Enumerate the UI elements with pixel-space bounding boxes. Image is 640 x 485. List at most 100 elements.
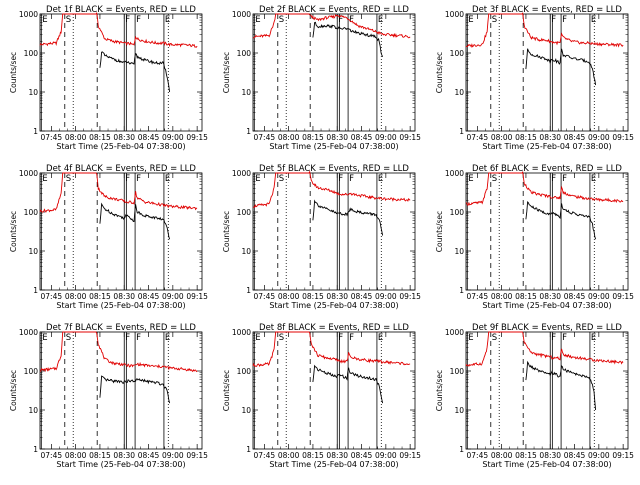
plot-frame: [39, 331, 203, 450]
x-tick-label: 08:00: [65, 133, 87, 142]
panel-title: Det 2f BLACK = Events, RED = LLD: [259, 5, 409, 15]
panel-title: Det 1f BLACK = Events, RED = LLD: [46, 5, 196, 15]
y-tick-label: 1000: [445, 328, 464, 337]
x-tick-label: 07:45: [467, 292, 489, 301]
x-axis-label: Start Time (25-Feb-04 07:38:00): [482, 142, 611, 151]
lld-series-line: [252, 170, 411, 208]
panel-det-5: Det 5f BLACK = Events, RED = LLD 1 10 100 10…: [222, 164, 421, 310]
y-tick-label: 10: [241, 247, 251, 256]
x-tick-label: 08:15: [302, 292, 324, 301]
y-axis-label: Counts/sec: [222, 211, 231, 252]
y-axis-label: Counts/sec: [222, 52, 231, 93]
flag-marker-label: S: [492, 174, 497, 184]
flag-marker-label: E: [255, 174, 260, 184]
flag-marker-label: F: [136, 15, 141, 25]
lld-series-line: [40, 331, 198, 373]
y-tick-label: 10: [454, 88, 464, 97]
x-axis-label: Start Time (25-Feb-04 07:38:00): [56, 301, 185, 310]
y-tick-label: 10: [241, 88, 251, 97]
flag-marker-label: F: [349, 174, 354, 184]
x-axis-label: Start Time (25-Feb-04 07:38:00): [269, 460, 398, 469]
panel-title: Det 6f BLACK = Events, RED = LLD: [472, 164, 622, 174]
plot-frame: [39, 13, 203, 132]
x-tick-label: 08:00: [65, 451, 87, 460]
x-tick-label: 07:45: [41, 292, 63, 301]
x-tick-label: 09:00: [375, 451, 397, 460]
flag-marker-label: S: [492, 333, 497, 343]
y-axis-label: Counts/sec: [435, 211, 444, 252]
x-tick-label: 08:15: [302, 133, 324, 142]
flag-marker-label: E: [255, 15, 260, 25]
events-series-line: [312, 364, 384, 404]
x-tick-label: 08:30: [539, 451, 561, 460]
y-tick-label: 1: [459, 445, 464, 454]
panel-title: Det 4f BLACK = Events, RED = LLD: [46, 164, 196, 174]
plot-frame: [465, 172, 629, 291]
y-tick-label: 10: [28, 88, 38, 97]
x-tick-label: 08:45: [351, 451, 373, 460]
y-tick-label: 1: [459, 127, 464, 136]
x-tick-label: 09:15: [612, 133, 634, 142]
x-tick-label: 09:00: [162, 133, 184, 142]
flag-marker-label: E: [42, 174, 47, 184]
y-tick-label: 1: [33, 286, 38, 295]
y-tick-label: 100: [237, 367, 252, 376]
flag-marker-label: F: [349, 333, 354, 343]
y-tick-label: 10: [28, 247, 38, 256]
flag-marker-label: S: [66, 174, 71, 184]
x-tick-label: 07:45: [467, 133, 489, 142]
y-tick-label: 10: [454, 247, 464, 256]
x-tick-label: 09:00: [375, 292, 397, 301]
y-tick-label: 1000: [232, 10, 251, 19]
x-tick-label: 09:00: [588, 133, 610, 142]
flag-marker-label: F: [125, 333, 130, 343]
x-tick-label: 08:15: [302, 451, 324, 460]
x-tick-label: 07:45: [254, 451, 276, 460]
x-tick-label: 09:00: [588, 292, 610, 301]
panel-title: Det 7f BLACK = Events, RED = LLD: [46, 323, 196, 333]
x-tick-label: 08:15: [89, 133, 111, 142]
x-tick-label: 08:30: [113, 451, 135, 460]
flag-marker-label: E: [42, 333, 47, 343]
x-tick-label: 08:15: [89, 292, 111, 301]
flag-marker-label: S: [66, 333, 71, 343]
x-axis-label: Start Time (25-Feb-04 07:38:00): [56, 460, 185, 469]
x-tick-label: 09:00: [375, 133, 397, 142]
y-tick-label: 10: [241, 406, 251, 415]
x-tick-label: 08:15: [515, 292, 537, 301]
x-tick-label: 09:15: [186, 451, 208, 460]
flag-marker-label: F: [338, 333, 343, 343]
x-tick-label: 09:15: [186, 292, 208, 301]
flag-marker-label: F: [338, 174, 343, 184]
flag-marker-label: E: [468, 333, 473, 343]
y-tick-label: 1000: [232, 328, 251, 337]
flag-marker-label: F: [338, 15, 343, 25]
y-tick-label: 1000: [19, 10, 38, 19]
x-tick-label: 08:00: [278, 451, 300, 460]
flag-marker-label: E: [591, 174, 596, 184]
x-tick-label: 08:30: [113, 133, 135, 142]
x-tick-label: 09:15: [186, 133, 208, 142]
panel-det-4: Det 4f BLACK = Events, RED = LLD 1 10 100 10…: [9, 164, 208, 310]
y-tick-label: 1: [246, 127, 251, 136]
events-series-line: [99, 51, 171, 93]
x-tick-label: 09:00: [162, 451, 184, 460]
x-tick-label: 07:45: [254, 133, 276, 142]
lld-series-line: [39, 11, 198, 48]
flag-marker-label: E: [255, 333, 260, 343]
y-tick-label: 1: [246, 286, 251, 295]
panel-title: Det 5f BLACK = Events, RED = LLD: [259, 164, 409, 174]
panel-det-9: Det 9f BLACK = Events, RED = LLD 1 10 100 10…: [435, 323, 634, 469]
lld-series-line: [465, 12, 624, 48]
y-tick-label: 10: [28, 406, 38, 415]
y-tick-label: 1000: [445, 10, 464, 19]
flag-marker-label: F: [562, 15, 567, 25]
events-series-line: [312, 199, 384, 236]
panel-title: Det 9f BLACK = Events, RED = LLD: [472, 323, 622, 333]
x-tick-label: 09:00: [588, 451, 610, 460]
flag-marker-label: E: [165, 174, 170, 184]
flag-marker-label: S: [66, 15, 71, 25]
panel-det-3: Det 3f BLACK = Events, RED = LLD 1 10 100 10…: [435, 5, 634, 151]
y-tick-label: 1000: [19, 169, 38, 178]
x-tick-label: 08:00: [491, 451, 513, 460]
